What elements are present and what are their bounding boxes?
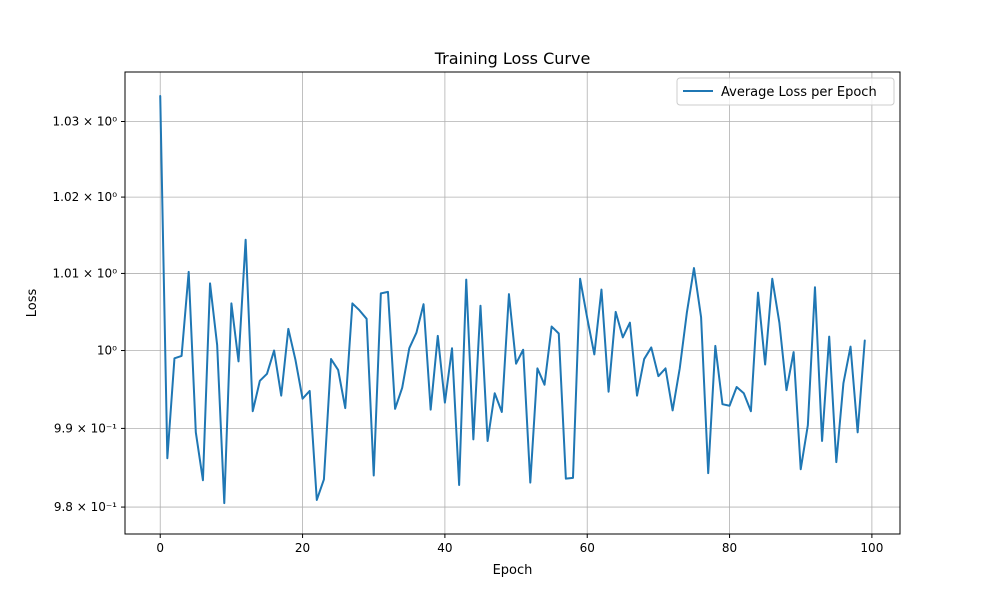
chart-title: Training Loss Curve bbox=[434, 49, 591, 68]
y-axis: 9.8 × 10⁻¹ 9.9 × 10⁻¹ 10⁰ 1.01 × 10⁰ 1.02 × … bbox=[53, 114, 125, 514]
x-tick-label: 40 bbox=[437, 541, 452, 555]
y-tick-label: 1.02 × 10⁰ bbox=[53, 190, 118, 204]
x-tick-label: 60 bbox=[580, 541, 595, 555]
x-tick-label: 20 bbox=[295, 541, 310, 555]
series-line bbox=[159, 94, 866, 505]
y-tick-label: 9.8 × 10⁻¹ bbox=[54, 500, 117, 514]
y-axis-label: Loss bbox=[25, 289, 40, 318]
series-layer bbox=[159, 94, 866, 505]
legend-label: Average Loss per Epoch bbox=[721, 85, 877, 100]
y-tick-label: 10⁰ bbox=[97, 344, 117, 358]
x-tick-label: 100 bbox=[860, 541, 883, 555]
y-tick-label: 9.9 × 10⁻¹ bbox=[54, 421, 117, 435]
grid bbox=[125, 72, 900, 534]
legend: Average Loss per Epoch bbox=[676, 77, 895, 106]
x-tick-label: 0 bbox=[156, 541, 164, 555]
y-tick-label: 1.01 × 10⁰ bbox=[53, 266, 118, 280]
legend-box bbox=[676, 77, 895, 106]
x-axis: 0 20 40 60 80 100 bbox=[156, 534, 883, 555]
y-tick-label: 1.03 × 10⁰ bbox=[53, 114, 118, 128]
x-tick-label: 80 bbox=[722, 541, 737, 555]
x-axis-label: Epoch bbox=[493, 563, 533, 578]
plot-frame bbox=[124, 71, 901, 535]
